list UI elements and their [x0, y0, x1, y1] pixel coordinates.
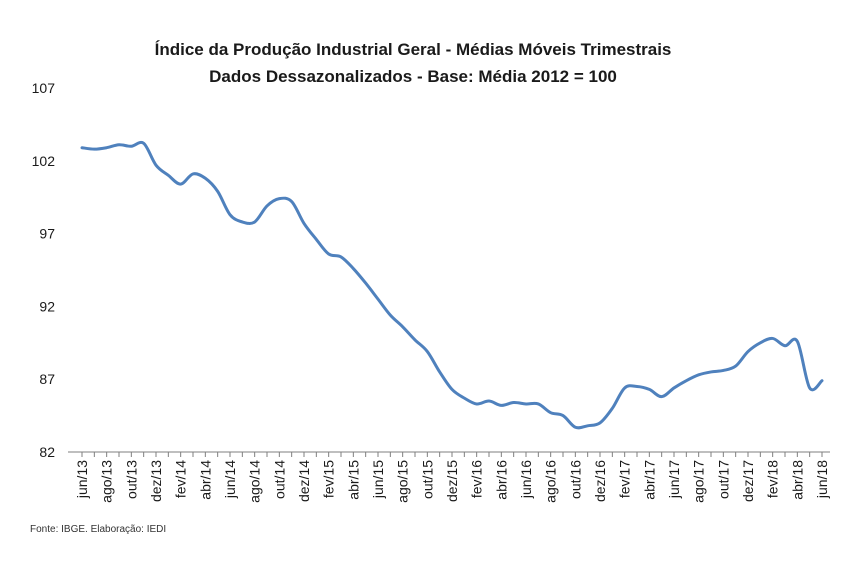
- x-tick-label: jun/17: [666, 460, 682, 499]
- x-tick-label: out/16: [567, 460, 583, 499]
- x-tick-label: out/14: [271, 460, 287, 499]
- x-tick-label: jun/16: [518, 460, 534, 499]
- y-tick-label: 82: [39, 444, 55, 460]
- x-tick-label: fev/14: [173, 460, 189, 498]
- x-tick-label: jun/13: [74, 460, 90, 499]
- x-tick-label: dez/13: [148, 460, 164, 502]
- x-tick-label: dez/14: [296, 460, 312, 502]
- y-tick-label: 92: [39, 298, 55, 314]
- x-tick-label: abr/16: [493, 460, 509, 500]
- x-tick-label: jun/18: [814, 460, 830, 499]
- x-tick-label: out/17: [715, 460, 731, 499]
- x-tick-label: ago/15: [395, 460, 411, 503]
- x-axis: jun/13 ago/13 out/13 dez/13 fev/14 abr/14 jun/…: [68, 451, 830, 503]
- x-tick-label: jun/15: [370, 460, 386, 499]
- y-tick-label: 97: [39, 226, 55, 242]
- series-layer: [80, 140, 824, 430]
- y-tick-label: 87: [39, 371, 55, 387]
- x-tick-label: abr/15: [345, 460, 361, 500]
- x-tick-label: fev/18: [765, 460, 781, 498]
- series-line: [80, 140, 824, 430]
- x-tick-label: ago/14: [247, 460, 263, 503]
- chart-title: Índice da Produção Industrial Geral - Mé…: [155, 40, 672, 59]
- source-note: Fonte: IBGE. Elaboração: IEDI: [30, 524, 166, 535]
- x-tick-label: dez/15: [444, 460, 460, 502]
- x-tick-label: dez/17: [740, 460, 756, 502]
- x-tick-label: dez/16: [592, 460, 608, 502]
- x-tick-label: out/13: [123, 460, 139, 499]
- x-tick-label: jun/14: [222, 460, 238, 499]
- x-tick-label: abr/14: [197, 460, 213, 500]
- x-tick-label: fev/16: [469, 460, 485, 498]
- x-tick-label: fev/17: [617, 460, 633, 498]
- x-tick-label: ago/16: [543, 460, 559, 503]
- y-axis: 82 87 92 97 102 107: [32, 80, 56, 460]
- x-tick-label: abr/18: [789, 460, 805, 500]
- y-tick-label: 107: [32, 80, 56, 96]
- x-tick-label: abr/17: [641, 460, 657, 500]
- chart-subtitle: Dados Dessazonalizados - Base: Média 201…: [209, 67, 617, 86]
- x-tick-label: ago/17: [691, 460, 707, 503]
- y-tick-label: 102: [32, 153, 56, 169]
- x-tick-label: ago/13: [99, 460, 115, 503]
- x-tick-label: out/15: [419, 460, 435, 499]
- x-tick-label: fev/15: [321, 460, 337, 498]
